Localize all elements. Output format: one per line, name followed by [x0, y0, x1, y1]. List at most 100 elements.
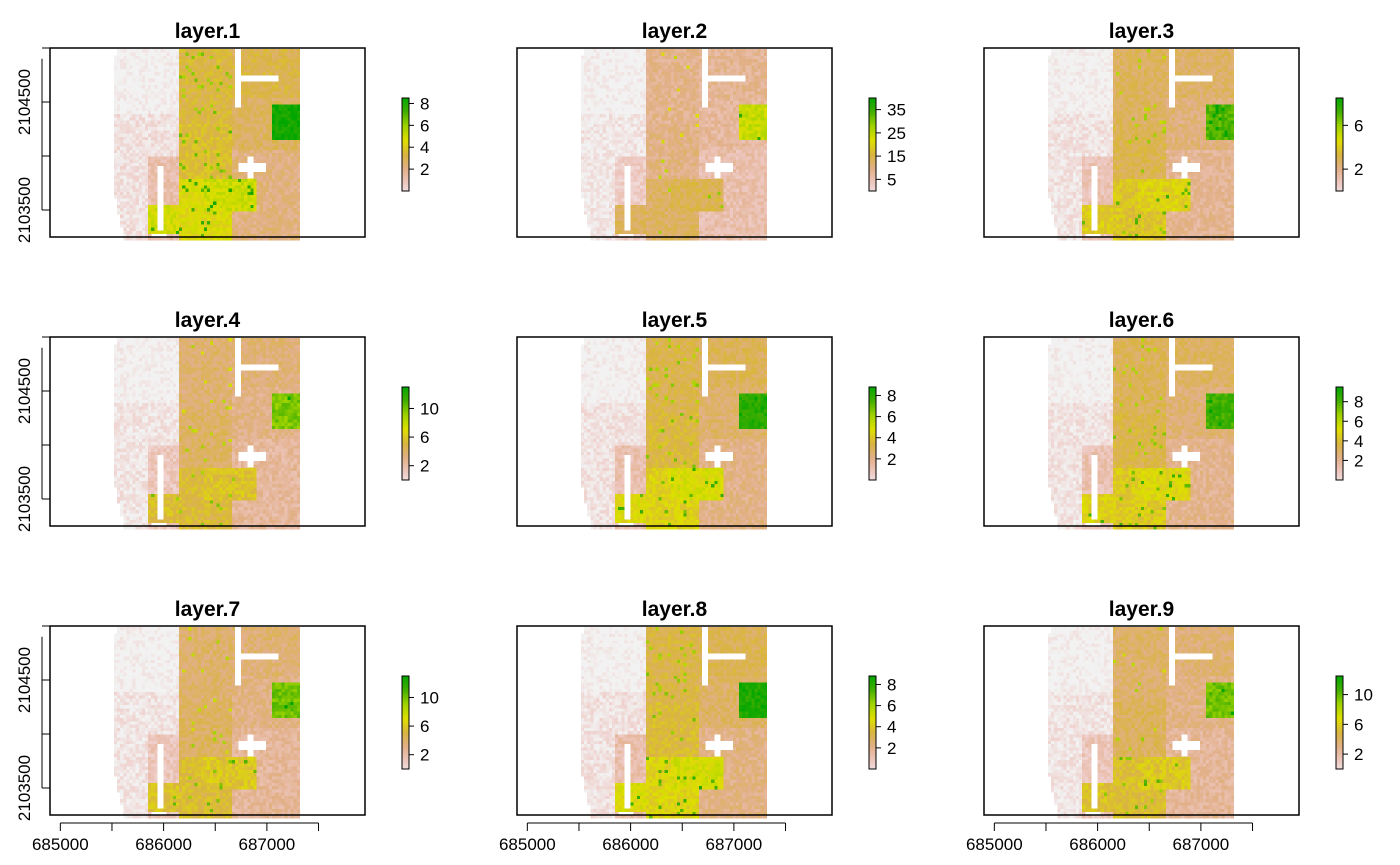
raster-cell	[123, 156, 127, 160]
raster-cell	[169, 204, 174, 209]
raster-cell	[253, 217, 257, 222]
raster-cell	[636, 75, 641, 79]
raster-cell	[163, 227, 168, 231]
raster-cell	[145, 110, 149, 115]
raster-cell	[200, 104, 205, 108]
raster-cell	[151, 130, 155, 134]
raster-cell	[621, 117, 625, 121]
raster-cell	[154, 97, 158, 102]
raster-cell	[293, 87, 298, 92]
raster-cell	[157, 49, 161, 53]
raster-cell	[630, 58, 635, 63]
raster-cell	[166, 165, 171, 170]
raster-cell	[203, 188, 208, 192]
raster-cell	[216, 159, 220, 163]
raster-cell	[649, 227, 653, 231]
raster-cell	[265, 220, 270, 225]
raster-cell	[247, 146, 251, 150]
raster-cell	[203, 230, 208, 235]
raster-cell	[145, 188, 149, 192]
raster-cell	[618, 156, 622, 160]
raster-cell	[247, 233, 251, 238]
raster-cell	[618, 175, 622, 179]
raster-cell	[160, 107, 164, 111]
raster-cell	[250, 58, 254, 63]
raster-cell	[278, 120, 282, 124]
raster-cell	[151, 185, 155, 189]
raster-cell	[584, 120, 588, 124]
raster-cell	[287, 78, 291, 82]
raster-cell	[581, 62, 585, 66]
raster-cell	[176, 194, 180, 199]
raster-cell	[135, 198, 140, 202]
raster-cell	[213, 198, 217, 202]
raster-cell	[272, 143, 276, 147]
raster-cell	[191, 214, 195, 218]
raster-cell	[117, 185, 121, 189]
raster-cell	[627, 104, 631, 108]
raster-cell	[290, 113, 295, 118]
raster-cell	[222, 78, 226, 82]
raster-cell	[163, 220, 168, 225]
raster-cell	[126, 104, 130, 108]
raster-cell	[169, 104, 174, 108]
raster-cell	[123, 214, 127, 218]
raster-cell	[135, 97, 140, 102]
raster-cell	[615, 75, 619, 79]
raster-cell	[284, 227, 288, 231]
raster-cell	[114, 162, 118, 167]
raster-cell	[599, 224, 604, 228]
raster-cell	[228, 143, 233, 147]
raster-cell	[166, 178, 171, 183]
raster-cell	[587, 78, 591, 82]
raster-cell	[602, 191, 607, 196]
raster-cell	[176, 65, 180, 69]
raster-cell	[256, 68, 260, 73]
raster-cell	[259, 159, 264, 163]
raster-cell	[296, 62, 301, 66]
raster-cell	[191, 78, 195, 82]
raster-cell	[213, 133, 217, 137]
raster-cell	[287, 75, 291, 79]
raster-cell	[129, 227, 133, 231]
raster-cell	[157, 146, 161, 150]
raster-cell	[633, 49, 638, 53]
raster-cell	[129, 156, 133, 160]
raster-cell	[132, 230, 137, 235]
raster-cell	[268, 211, 273, 215]
raster-cell	[148, 230, 152, 235]
raster-cell	[185, 71, 189, 76]
raster-cell	[163, 165, 168, 170]
raster-cell	[188, 110, 192, 115]
raster-cell	[256, 71, 260, 76]
raster-cell	[253, 71, 257, 76]
raster-cell	[123, 133, 127, 137]
raster-cell	[584, 139, 588, 144]
raster-cell	[615, 65, 619, 69]
raster-cell	[284, 146, 288, 150]
raster-cell	[206, 49, 211, 53]
raster-cell	[649, 110, 653, 115]
raster-cell	[206, 52, 211, 56]
raster-cell	[163, 181, 168, 186]
raster-cell	[652, 75, 656, 79]
raster-cell	[231, 120, 236, 124]
raster-cell	[222, 113, 226, 118]
raster-cell	[265, 181, 270, 186]
raster-cell	[160, 123, 164, 128]
raster-cell	[126, 133, 130, 137]
raster-cell	[182, 237, 186, 241]
raster-cell	[259, 156, 264, 160]
raster-cell	[244, 62, 248, 66]
raster-cell	[652, 194, 656, 199]
raster-cell	[228, 152, 233, 157]
raster-cell	[293, 227, 298, 231]
raster-cell	[290, 104, 295, 108]
raster-cell	[132, 117, 137, 121]
raster-cell	[646, 233, 650, 238]
raster-cell	[262, 220, 267, 225]
raster-cell	[272, 162, 276, 167]
raster-cell	[154, 110, 158, 115]
raster-cell	[157, 62, 161, 66]
raster-cell	[114, 143, 118, 147]
